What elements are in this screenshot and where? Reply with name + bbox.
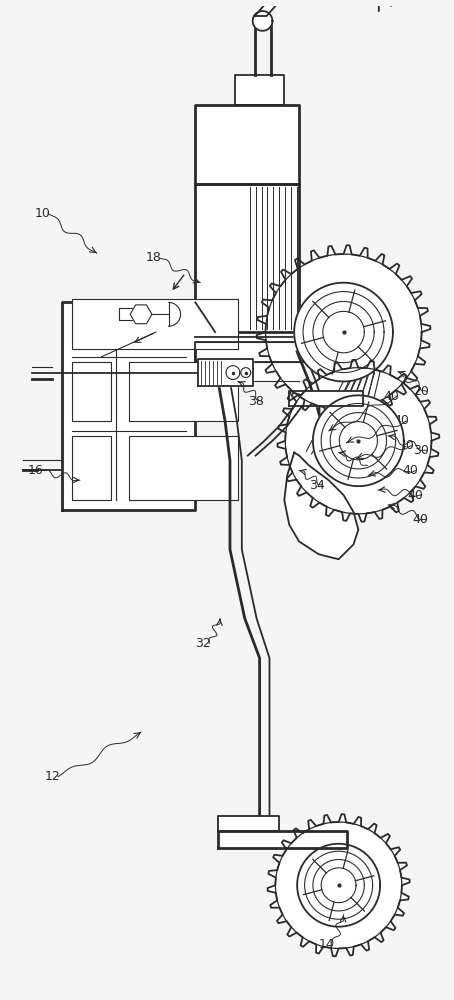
Text: 34: 34: [309, 479, 325, 492]
Bar: [72, 299, 238, 349]
Polygon shape: [195, 332, 294, 342]
Text: 20: 20: [413, 385, 429, 398]
Polygon shape: [198, 359, 253, 386]
Polygon shape: [195, 184, 299, 332]
Polygon shape: [218, 831, 346, 848]
Text: 16: 16: [28, 464, 43, 477]
Bar: [72, 436, 111, 500]
Bar: [72, 362, 111, 421]
Text: 18: 18: [146, 251, 162, 264]
Polygon shape: [284, 453, 358, 559]
Text: 40: 40: [383, 390, 399, 403]
Polygon shape: [253, 11, 272, 31]
Text: 36: 36: [353, 459, 369, 472]
Text: 38: 38: [248, 395, 264, 408]
Text: 10: 10: [35, 207, 50, 220]
Bar: [129, 362, 238, 421]
Polygon shape: [294, 283, 393, 381]
Polygon shape: [220, 362, 309, 381]
Text: 30: 30: [413, 444, 429, 457]
Text: 40: 40: [413, 513, 429, 526]
Polygon shape: [218, 816, 279, 831]
Polygon shape: [195, 342, 363, 362]
Polygon shape: [195, 105, 299, 184]
Polygon shape: [235, 75, 284, 105]
Text: 40: 40: [408, 489, 424, 502]
Polygon shape: [257, 245, 430, 419]
Text: 40: 40: [403, 464, 419, 477]
Polygon shape: [130, 305, 152, 324]
Polygon shape: [267, 814, 410, 956]
Polygon shape: [277, 360, 439, 522]
Text: 40: 40: [393, 414, 409, 427]
Polygon shape: [241, 368, 251, 378]
Text: 14: 14: [319, 938, 335, 951]
Bar: [119, 308, 139, 320]
Polygon shape: [195, 332, 309, 342]
Polygon shape: [62, 302, 195, 510]
Polygon shape: [289, 391, 363, 406]
Polygon shape: [313, 395, 404, 486]
Text: 32: 32: [195, 637, 211, 650]
Text: 12: 12: [44, 770, 60, 783]
Polygon shape: [255, 0, 306, 16]
Bar: [129, 436, 238, 500]
Polygon shape: [226, 366, 240, 379]
Polygon shape: [297, 844, 380, 927]
Text: 40: 40: [398, 439, 414, 452]
